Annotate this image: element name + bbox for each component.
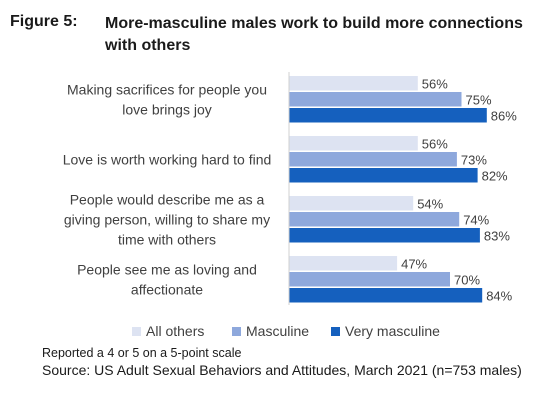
value-label-masculine-2: 73% (461, 153, 487, 168)
value-label-masculine-3: 74% (463, 213, 489, 228)
bar-masculine-3 (289, 212, 460, 227)
legend-label-all-others: All others (146, 323, 205, 339)
value-label-all-others-4: 47% (401, 257, 427, 272)
category-label-line: People would describe me as a (70, 191, 265, 207)
legend-swatch-masculine (232, 327, 241, 336)
figure-title: More-masculine males work to build more … (105, 15, 523, 54)
category-label-line: People see me as loving and (77, 261, 257, 277)
category-label-line: affectionate (131, 281, 203, 297)
bar-all-others-3 (289, 196, 414, 211)
value-label-all-others-3: 54% (417, 197, 443, 212)
bar-very-masculine-3 (289, 228, 480, 243)
value-label-masculine-4: 70% (454, 273, 480, 288)
bar-all-others-2 (289, 136, 418, 151)
bar-chart: Making sacrifices for people you love bri… (63, 72, 517, 305)
value-label-all-others-2: 56% (422, 137, 448, 152)
bar-masculine-1 (289, 92, 462, 107)
source-note: Source: US Adult Sexual Behaviors and At… (42, 362, 522, 378)
category-label-line: time with others (118, 231, 216, 247)
value-label-very-masculine-3: 83% (484, 229, 510, 244)
value-label-very-masculine-4: 84% (486, 289, 512, 304)
category-label-line: giving person, willing to share my (64, 211, 270, 227)
category-label-line: Love is worth working hard to find (63, 151, 272, 167)
category-label-3: People would describe me as a giving pers… (64, 191, 270, 247)
legend-label-very-masculine: Very masculine (345, 323, 440, 339)
bar-all-others-1 (289, 76, 418, 91)
category-label-line: love brings joy (122, 101, 212, 117)
value-label-all-others-1: 56% (422, 77, 448, 92)
legend-label-masculine: Masculine (246, 323, 310, 339)
category-label-1: Making sacrifices for people you love bri… (67, 81, 267, 117)
bar-very-masculine-2 (289, 168, 478, 183)
value-label-masculine-1: 75% (466, 93, 492, 108)
chart-legend: All others Masculine Very masculine (0, 323, 549, 343)
bar-very-masculine-1 (289, 108, 487, 123)
legend-item-all-others: All others (132, 323, 204, 339)
legend-swatch-all-others (132, 327, 141, 336)
legend-item-very-masculine: Very masculine (331, 323, 440, 339)
category-label-4: People see me as loving and affectionate (77, 261, 257, 297)
bar-masculine-4 (289, 272, 450, 287)
scale-note: Reported a 4 or 5 on a 5-point scale (42, 346, 242, 360)
value-label-very-masculine-1: 86% (491, 109, 517, 124)
legend-swatch-very-masculine (331, 327, 340, 336)
category-label-2: Love is worth working hard to find (63, 151, 272, 167)
bar-very-masculine-4 (289, 288, 483, 303)
category-label-line: Making sacrifices for people you (67, 81, 267, 97)
legend-item-masculine: Masculine (232, 323, 309, 339)
bar-all-others-4 (289, 256, 398, 271)
value-label-very-masculine-2: 82% (482, 169, 508, 184)
bar-masculine-2 (289, 152, 457, 167)
figure-number: Figure 5: (10, 13, 78, 30)
